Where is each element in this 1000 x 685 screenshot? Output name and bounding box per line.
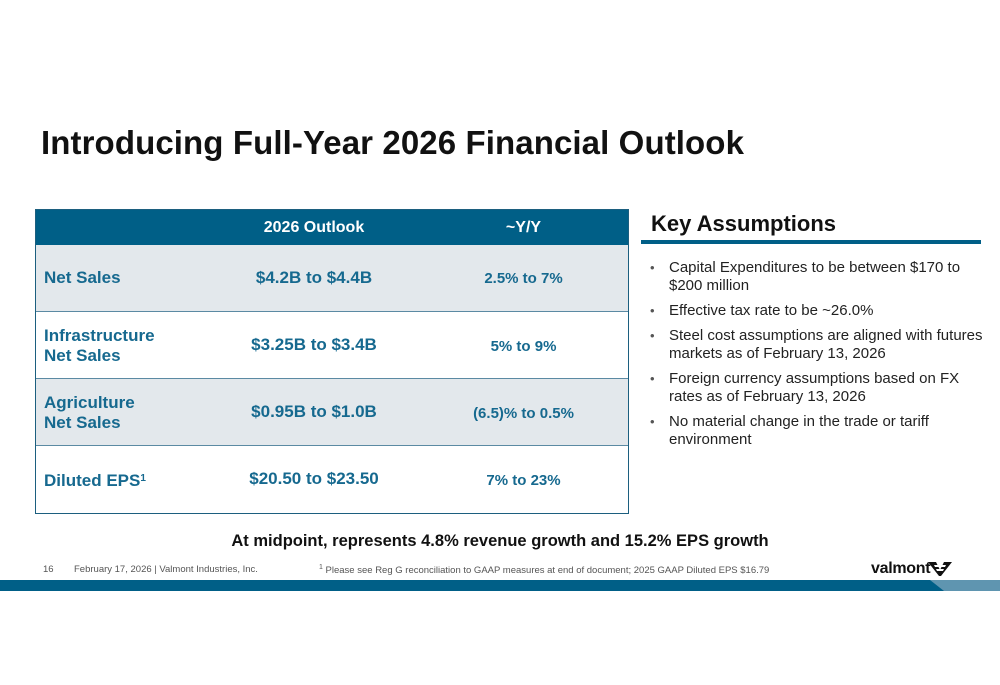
row-yy-value: 2.5% to 7% xyxy=(484,270,563,287)
row-outlook-value: $4.2B to $4.4B xyxy=(255,268,373,287)
table-row-net-sales: Net Sales $4.2B to $4.4B 2.5% to 7% xyxy=(36,245,628,311)
outlook-table: 2026 Outlook ~Y/Y Net Sales $4.2B to $4.… xyxy=(35,209,629,514)
list-item-text: Foreign currency assumptions based on FX… xyxy=(669,370,960,405)
list-item: • Effective tax rate to be ~26.0% xyxy=(649,302,984,320)
footnote-superscript: 1 xyxy=(140,473,146,484)
page-number: 16 xyxy=(43,564,54,575)
bullet-icon: • xyxy=(650,328,655,343)
table-row-diluted-eps: Diluted EPS1 $20.50 to $23.50 7% to 23% xyxy=(36,445,628,512)
footer-date-company: February 17, 2026 | Valmont Industries, … xyxy=(74,564,258,575)
bullet-icon: • xyxy=(650,260,655,275)
row-label-line: Net Sales xyxy=(44,413,121,432)
row-label-text: Diluted EPS xyxy=(44,471,141,490)
list-item-text: No material change in the trade or tarif… xyxy=(669,413,929,448)
midpoint-note: At midpoint, represents 4.8% revenue gro… xyxy=(231,532,769,550)
list-item-text: Capital Expenditures to be between $170 … xyxy=(669,259,961,294)
row-label: Diluted EPS1 xyxy=(44,469,146,491)
list-item: • Capital Expenditures to be between $170… xyxy=(649,259,984,295)
key-assumptions-heading: Key Assumptions xyxy=(651,211,837,236)
row-outlook-value: $20.50 to $23.50 xyxy=(249,469,379,488)
row-label: Infrastructure Net Sales xyxy=(44,326,155,366)
header-yy: ~Y/Y xyxy=(505,219,542,236)
row-label: Agriculture Net Sales xyxy=(44,393,135,433)
heading-rule xyxy=(641,240,981,244)
footer-footnote: 1 Please see Reg G reconciliation to GAA… xyxy=(319,564,769,576)
footnote-marker: 1 xyxy=(319,564,323,571)
table-row-agriculture: Agriculture Net Sales $0.95B to $1.0B (6… xyxy=(36,378,628,445)
row-outlook-value: $0.95B to $1.0B xyxy=(251,402,377,421)
list-item-text: Steel cost assumptions are aligned with … xyxy=(669,327,983,362)
row-label-line: Net Sales xyxy=(44,346,121,365)
row-label-line: Infrastructure xyxy=(44,326,155,345)
list-item-text: Effective tax rate to be ~26.0% xyxy=(669,302,874,319)
key-assumptions-list: • Capital Expenditures to be between $170… xyxy=(649,259,984,456)
bullet-icon: • xyxy=(650,414,655,429)
footer-band xyxy=(0,580,1000,591)
footnote-text: Please see Reg G reconciliation to GAAP … xyxy=(325,565,770,577)
company-logo-text: valmont xyxy=(871,560,931,577)
page-title: Introducing Full-Year 2026 Financial Out… xyxy=(41,124,745,161)
table-header: 2026 Outlook ~Y/Y xyxy=(36,210,628,245)
row-yy-value: 5% to 9% xyxy=(490,338,557,355)
row-yy-value: (6.5)% to 0.5% xyxy=(473,405,574,422)
row-label: Net Sales xyxy=(44,268,121,287)
row-label-line: Agriculture xyxy=(44,393,135,412)
list-item: • Foreign currency assumptions based on F… xyxy=(649,370,984,406)
row-outlook-value: $3.25B to $3.4B xyxy=(251,335,377,354)
header-outlook: 2026 Outlook xyxy=(263,219,365,236)
list-item: • Steel cost assumptions are aligned with… xyxy=(649,327,984,363)
bullet-icon: • xyxy=(650,303,655,318)
row-yy-value: 7% to 23% xyxy=(486,472,561,489)
bullet-icon: • xyxy=(650,371,655,386)
valmont-logo-icon xyxy=(928,562,952,576)
table-row-infrastructure: Infrastructure Net Sales $3.25B to $3.4B… xyxy=(36,311,628,378)
list-item: • No material change in the trade or tari… xyxy=(649,413,984,449)
